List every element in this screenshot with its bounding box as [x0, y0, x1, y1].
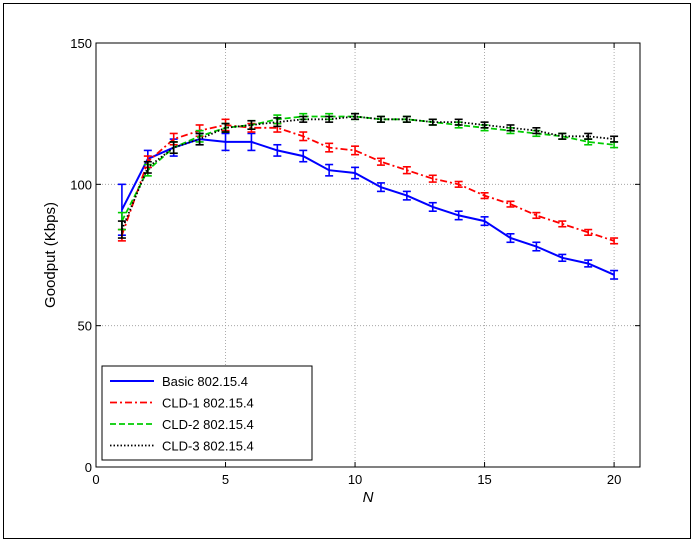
data-point — [302, 118, 304, 120]
series-2 — [117, 118, 619, 245]
series-line — [121, 138, 615, 276]
data-point — [276, 121, 278, 123]
data-point — [199, 138, 201, 140]
data-point — [328, 118, 330, 120]
data-point — [354, 115, 356, 117]
x-axis-label: N — [363, 489, 374, 506]
legend: Basic 802.15.4 CLD-1 802.15.4 CLD-2 802.15… — [101, 365, 313, 461]
data-point — [535, 246, 537, 248]
data-point — [484, 124, 486, 126]
data-point — [276, 127, 278, 129]
series-line — [121, 115, 615, 230]
data-point — [121, 229, 123, 231]
data-point — [354, 149, 356, 151]
data-point — [406, 169, 408, 171]
data-point — [535, 214, 537, 216]
data-point — [276, 149, 278, 151]
data-point — [458, 214, 460, 216]
data-point — [380, 118, 382, 120]
x-tick-label: 10 — [348, 472, 362, 487]
y-tick-label: 100 — [70, 177, 92, 192]
data-point — [380, 186, 382, 188]
data-point — [302, 155, 304, 157]
data-point — [484, 195, 486, 197]
data-point — [432, 206, 434, 208]
data-point — [587, 141, 589, 143]
data-point — [613, 240, 615, 242]
y-axis-label: Goodput (Kbps) — [42, 202, 59, 308]
x-tick-label: 15 — [477, 472, 491, 487]
data-point — [432, 178, 434, 180]
data-point — [173, 138, 175, 140]
data-point — [173, 147, 175, 149]
series-4 — [117, 112, 619, 239]
series-layer — [117, 112, 619, 280]
series-1 — [117, 132, 619, 280]
grid-layer — [96, 43, 640, 467]
data-point — [509, 237, 511, 239]
data-point — [302, 135, 304, 137]
data-point — [250, 124, 252, 126]
data-point — [225, 127, 227, 129]
data-point — [458, 183, 460, 185]
data-point — [561, 223, 563, 225]
data-point — [587, 135, 589, 137]
y-tick-label: 0 — [85, 460, 92, 475]
legend-label: CLD-3 802.15.4 — [162, 439, 254, 454]
data-point — [458, 121, 460, 123]
ticks-layer: 0 5 10 15 20 0 50 100 150 — [70, 36, 640, 487]
data-point — [484, 220, 486, 222]
data-point — [432, 121, 434, 123]
x-tick-label: 5 — [222, 472, 229, 487]
data-point — [613, 138, 615, 140]
data-point — [328, 147, 330, 149]
data-point — [561, 257, 563, 259]
data-point — [587, 231, 589, 233]
data-point — [380, 161, 382, 163]
x-tick-label: 20 — [607, 472, 621, 487]
x-tick-label: 0 — [92, 472, 99, 487]
series-3 — [117, 112, 619, 231]
y-tick-label: 50 — [78, 319, 92, 334]
data-point — [121, 209, 123, 211]
legend-label: CLD-2 802.15.4 — [162, 417, 254, 432]
data-point — [613, 274, 615, 276]
data-point — [225, 141, 227, 143]
data-point — [354, 172, 356, 174]
data-point — [328, 169, 330, 171]
data-point — [147, 166, 149, 168]
data-point — [535, 130, 537, 132]
data-point — [406, 195, 408, 197]
data-point — [587, 262, 589, 264]
data-point — [509, 127, 511, 129]
legend-label: Basic 802.15.4 — [162, 374, 248, 389]
y-tick-label: 150 — [70, 36, 92, 51]
data-point — [406, 118, 408, 120]
data-point — [250, 141, 252, 143]
plot-area-border — [95, 42, 641, 468]
data-point — [561, 135, 563, 137]
data-point — [509, 203, 511, 205]
legend-label: CLD-1 802.15.4 — [162, 396, 254, 411]
data-point — [613, 144, 615, 146]
